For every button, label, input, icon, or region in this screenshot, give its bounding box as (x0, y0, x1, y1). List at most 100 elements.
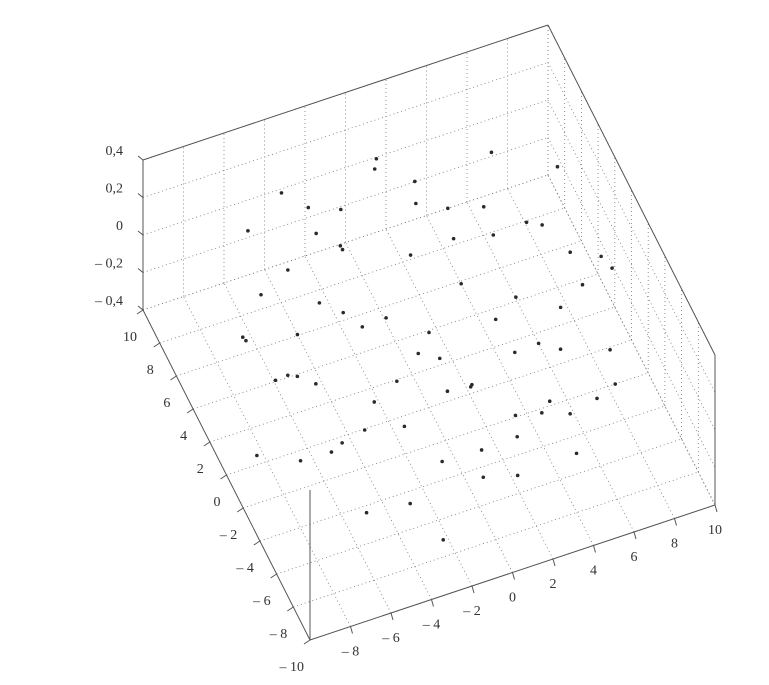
x-tick (471, 585, 475, 594)
point (286, 268, 290, 272)
grid-line (547, 174, 716, 506)
point (558, 347, 563, 352)
grid-line (547, 137, 716, 468)
point (395, 379, 399, 384)
point (524, 220, 529, 225)
x-tick-label: – 2 (462, 604, 481, 619)
point (412, 179, 417, 184)
grid-line (345, 242, 513, 573)
x-tick-label: – 4 (422, 618, 441, 633)
point (286, 373, 290, 378)
point (414, 201, 418, 206)
point (372, 400, 377, 404)
x-tick (552, 558, 556, 567)
point (295, 374, 300, 379)
point (441, 538, 446, 542)
x-tick-label: 0 (509, 591, 516, 606)
z-tick-label: – 0,2 (94, 257, 123, 272)
point (362, 428, 367, 432)
y-tick-label: 4 (180, 429, 187, 444)
z-tick (137, 155, 144, 161)
y-tick-label: – 2 (219, 528, 238, 543)
point (338, 243, 343, 248)
point (493, 317, 498, 322)
point (459, 281, 463, 286)
point (240, 335, 245, 340)
point (259, 292, 263, 297)
y-tick (186, 408, 194, 414)
y-tick-label: – 6 (252, 594, 271, 609)
z-tick-label: 0,2 (106, 182, 124, 197)
point (440, 459, 444, 464)
z-tick (137, 305, 144, 311)
grid-line (426, 215, 594, 546)
point (402, 424, 407, 429)
y-tick-label: – 4 (235, 561, 254, 576)
y-tick (203, 441, 211, 447)
x-tick (390, 612, 394, 621)
x-tick (714, 504, 718, 513)
z-tick-label: 0 (116, 219, 123, 234)
point (255, 453, 259, 458)
point (481, 205, 486, 209)
y-tick (270, 573, 277, 579)
x-tick-label: 10 (708, 523, 722, 538)
x-tick-label: 4 (590, 564, 597, 579)
point (513, 350, 517, 355)
x-tick (593, 545, 596, 553)
point (384, 316, 388, 320)
y-tick-label: 6 (163, 396, 170, 411)
point (408, 501, 412, 506)
box-edge (142, 24, 549, 161)
point (599, 254, 603, 259)
point (246, 229, 250, 233)
y-tick (153, 342, 160, 348)
y-tick-label: 8 (147, 363, 154, 378)
point (314, 231, 318, 236)
y-tick-label: 10 (123, 330, 137, 345)
point (540, 223, 544, 227)
z-tick-label: – 0,4 (94, 294, 123, 309)
y-tick (136, 309, 144, 315)
point (374, 156, 379, 161)
point (613, 382, 618, 386)
box-edge (547, 24, 716, 356)
point (558, 305, 563, 310)
point (540, 411, 544, 415)
point (470, 382, 474, 387)
point (339, 207, 343, 212)
point (608, 348, 612, 352)
y-tick-label: – 10 (279, 660, 305, 675)
x-tick (431, 599, 434, 607)
point (314, 382, 318, 386)
x-tick-label: 8 (671, 537, 678, 552)
point (515, 473, 520, 478)
point (610, 266, 614, 270)
point (244, 338, 248, 343)
point (427, 330, 431, 335)
point (595, 396, 599, 401)
point (451, 236, 456, 241)
point (574, 451, 579, 456)
point (491, 233, 496, 237)
point (446, 206, 450, 211)
point (489, 150, 494, 155)
point (513, 413, 518, 418)
point (479, 448, 484, 452)
grid-line (547, 62, 716, 393)
y-tick-label: 2 (197, 462, 204, 477)
x-tick (350, 626, 353, 634)
x-tick-label: – 8 (341, 645, 360, 660)
point (515, 434, 519, 439)
point (445, 389, 450, 394)
point (340, 441, 344, 445)
x-tick (674, 518, 677, 526)
point (298, 458, 303, 463)
x-tick-label: – 6 (381, 631, 400, 646)
point (341, 310, 346, 315)
grid-line (223, 282, 392, 614)
z-tick (137, 230, 144, 236)
point (437, 356, 442, 361)
point (295, 332, 300, 337)
